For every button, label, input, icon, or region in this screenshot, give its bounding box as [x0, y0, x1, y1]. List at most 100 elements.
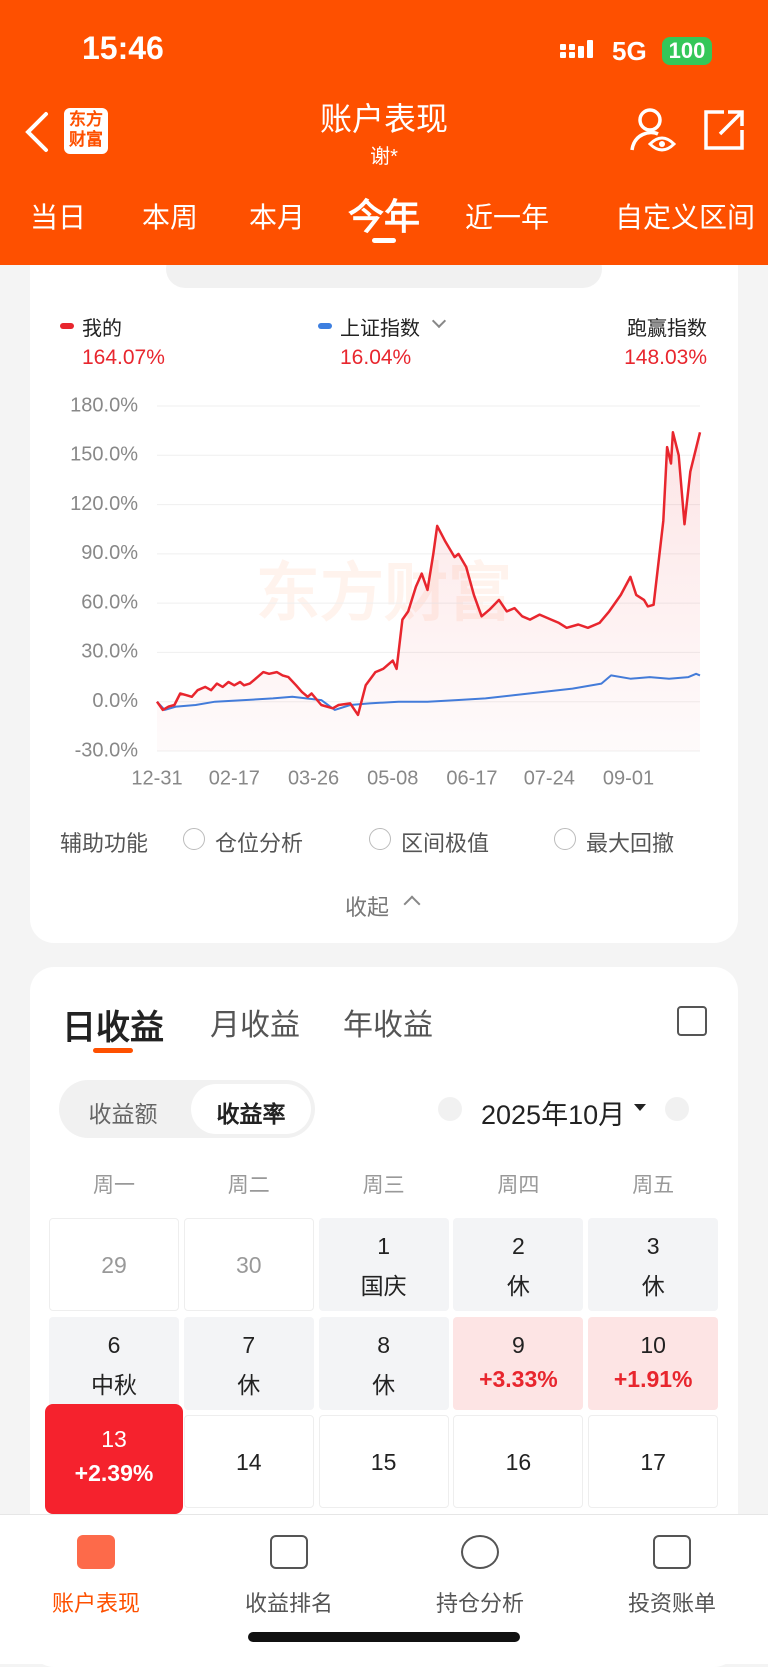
month-arrow[interactable]	[438, 1097, 462, 1121]
legend-value: 164.07%	[82, 346, 165, 369]
network: 5G	[612, 36, 647, 66]
calendar-day: 8	[377, 1331, 390, 1358]
line	[155, 431, 702, 717]
calendar-cell[interactable]: 30	[183, 1218, 314, 1311]
calendar-cell[interactable]: 17	[588, 1415, 719, 1508]
y-tick-label: 0.0%	[92, 690, 138, 712]
calendar-day: 30	[236, 1252, 262, 1278]
calendar-cell[interactable]: 13 +2.39%	[45, 1404, 183, 1514]
weekday: 周五	[632, 1174, 675, 1197]
y-tick-label: 120.0%	[70, 493, 138, 515]
subtitle: 谢*	[370, 146, 398, 168]
calendar-cell[interactable]: 1 国庆	[318, 1218, 449, 1311]
month[interactable]: 2025年10月	[481, 1100, 626, 1130]
period-tab[interactable]: 今年	[347, 196, 420, 237]
weekday: 周二	[227, 1174, 270, 1197]
legend-value: 148.03%	[624, 346, 707, 369]
period-tab[interactable]: 本周	[141, 202, 198, 233]
nav-icon[interactable]	[653, 1535, 691, 1569]
radio-label[interactable]: 最大回撤	[586, 831, 675, 856]
calendar-note: 休	[506, 1273, 530, 1299]
period-tab[interactable]: 当日	[29, 202, 86, 233]
calendar-cell[interactable]: 10 +1.91%	[588, 1316, 719, 1410]
y-tick-label: 60.0%	[81, 591, 138, 613]
toggle-option[interactable]: 收益额	[88, 1101, 158, 1127]
x-tick-label: 05-08	[367, 767, 418, 789]
y-tick-label: 30.0%	[81, 641, 138, 663]
calendar-day: 6	[107, 1331, 121, 1358]
calendar-note: 国庆	[360, 1273, 407, 1299]
title: 账户表现	[319, 101, 448, 137]
weekday: 周三	[362, 1174, 405, 1197]
returns-tab[interactable]: 年收益	[343, 1009, 433, 1042]
calendar-cell[interactable]: 6 中秋	[49, 1316, 179, 1410]
radio[interactable]	[554, 828, 576, 850]
legend-swatch	[318, 323, 332, 329]
calendar-note: +2.39%	[74, 1460, 154, 1486]
calendar-day: 3	[646, 1233, 660, 1259]
x-tick-label: 06-17	[446, 767, 497, 789]
eye-user-icon[interactable]	[628, 106, 676, 154]
x-tick-label: 09-01	[603, 767, 654, 789]
toggle-option[interactable]: 收益率	[216, 1101, 286, 1127]
y-tick-label: -30.0%	[75, 739, 139, 761]
x-tick-label: 02-17	[209, 767, 260, 789]
returns-tab[interactable]: 月收益	[210, 1009, 300, 1042]
calendar-day: 2	[511, 1233, 525, 1259]
battery: 100	[662, 37, 712, 65]
nav-label[interactable]: 持仓分析	[435, 1591, 524, 1616]
bottom-nav: 账户表现 收益排名 持仓分析 投资账单	[0, 1514, 768, 1664]
calendar-cell[interactable]: 15	[318, 1415, 449, 1508]
nav-icon[interactable]	[461, 1535, 499, 1569]
calendar-day: 1	[377, 1233, 390, 1259]
radio[interactable]	[183, 828, 205, 850]
calendar-note: 休	[641, 1273, 665, 1299]
radio[interactable]	[369, 828, 391, 850]
calendar-note: +3.33%	[479, 1365, 558, 1392]
calendar-note: +1.91%	[613, 1365, 693, 1392]
back-button[interactable]	[22, 110, 52, 154]
collapse[interactable]: 收起	[345, 895, 390, 920]
nav-label[interactable]: 投资账单	[627, 1591, 716, 1616]
calendar-cell[interactable]: 16	[453, 1415, 584, 1508]
calendar-cell[interactable]: 14	[183, 1415, 314, 1508]
chart-card	[30, 200, 738, 943]
radio-label[interactable]: 区间极值	[401, 831, 490, 856]
radio-label[interactable]: 仓位分析	[215, 831, 304, 856]
nav-icon[interactable]	[77, 1535, 115, 1569]
weekday: 周四	[497, 1174, 540, 1197]
signal-icon	[560, 40, 593, 58]
legend-label: 上证指数	[340, 318, 420, 340]
chart: 东方财富 -30.0%0.0%30.0%60.0%90.0%120.0%150.…	[70, 394, 702, 789]
calendar-note: 中秋	[91, 1371, 137, 1398]
home-indicator	[248, 1632, 520, 1642]
nav-label[interactable]: 账户表现	[51, 1591, 140, 1616]
area	[157, 432, 700, 751]
nav-label[interactable]: 收益排名	[244, 1591, 333, 1616]
weekday: 周一	[93, 1174, 135, 1197]
legend-label: 我的	[82, 318, 122, 340]
period-tab[interactable]: 本月	[248, 202, 305, 233]
calendar-day: 16	[505, 1449, 532, 1475]
share-icon[interactable]	[702, 108, 746, 152]
logo-text: 东方	[69, 110, 103, 129]
returns-tab[interactable]: 日收益	[62, 1009, 164, 1047]
export-icon[interactable]	[677, 1006, 707, 1036]
calendar-day: 15	[370, 1449, 397, 1475]
calendar-day: 7	[242, 1331, 256, 1358]
aux-label: 辅助功能	[60, 831, 149, 856]
y-tick-label: 90.0%	[81, 542, 138, 564]
legend-label: 跑赢指数	[627, 318, 707, 340]
period-tab[interactable]: 近一年	[464, 202, 549, 233]
month-arrow[interactable]	[665, 1097, 689, 1121]
tab-underline	[93, 1048, 133, 1053]
nav-icon[interactable]	[270, 1535, 308, 1569]
period-tab[interactable]: 自定义区间	[614, 202, 755, 233]
legend-swatch	[60, 323, 74, 329]
calendar-cell[interactable]: 29	[49, 1218, 179, 1311]
calendar-cell[interactable]: 9 +3.33%	[453, 1316, 584, 1410]
